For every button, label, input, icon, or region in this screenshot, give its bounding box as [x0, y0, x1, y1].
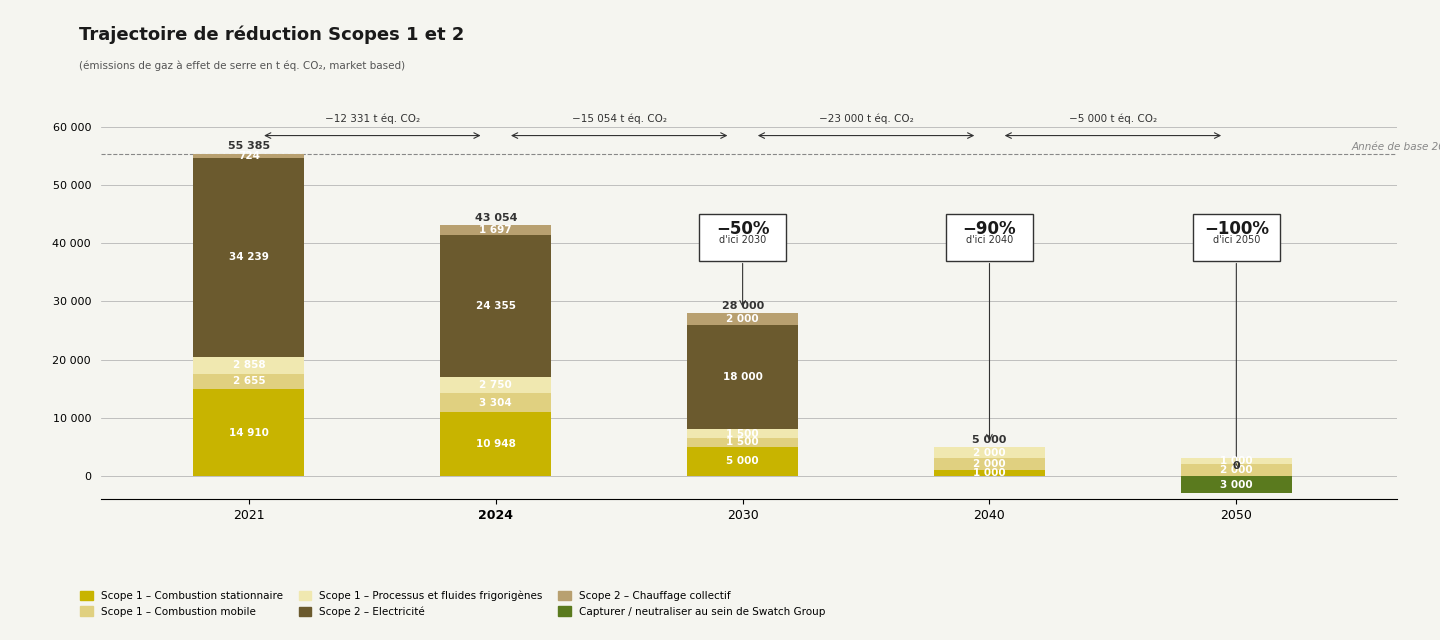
Text: 10 948: 10 948 [475, 439, 516, 449]
Text: −15 054 t éq. CO₂: −15 054 t éq. CO₂ [572, 113, 667, 124]
Bar [687, 313, 798, 324]
Text: 5 000: 5 000 [726, 456, 759, 467]
Text: 2 750: 2 750 [480, 380, 513, 390]
Text: 1 500: 1 500 [726, 438, 759, 447]
Bar [1181, 464, 1292, 476]
FancyBboxPatch shape [700, 214, 786, 260]
Text: 28 000: 28 000 [721, 301, 763, 310]
Bar [1181, 476, 1292, 493]
Text: 3 000: 3 000 [1220, 479, 1253, 490]
Text: 2 000: 2 000 [726, 314, 759, 324]
FancyBboxPatch shape [1194, 214, 1280, 260]
Bar [687, 429, 798, 438]
Text: −12 331 t éq. CO₂: −12 331 t éq. CO₂ [325, 113, 420, 124]
Bar [935, 447, 1045, 458]
Text: 55 385: 55 385 [228, 141, 269, 151]
Text: 43 054: 43 054 [475, 213, 517, 223]
Bar [935, 470, 1045, 476]
Bar [935, 458, 1045, 470]
Bar [441, 412, 552, 476]
Text: Année de base 2021: Année de base 2021 [1351, 142, 1440, 152]
Text: d'ici 2040: d'ici 2040 [966, 236, 1014, 245]
Text: −50%: −50% [716, 220, 769, 237]
Text: 24 355: 24 355 [475, 301, 516, 311]
Text: d'ici 2050: d'ici 2050 [1212, 236, 1260, 245]
Bar [193, 357, 304, 374]
Text: 5 000: 5 000 [972, 435, 1007, 445]
FancyBboxPatch shape [946, 214, 1032, 260]
Bar [441, 377, 552, 393]
Bar [193, 374, 304, 389]
Bar [441, 393, 552, 412]
Text: 1 500: 1 500 [726, 429, 759, 439]
Legend: Scope 1 – Combustion stationnaire, Scope 1 – Combustion mobile, Scope 1 – Proces: Scope 1 – Combustion stationnaire, Scope… [81, 591, 825, 617]
Text: −100%: −100% [1204, 220, 1269, 237]
Text: 2 000: 2 000 [973, 447, 1005, 458]
Text: −23 000 t éq. CO₂: −23 000 t éq. CO₂ [819, 113, 913, 124]
Text: 724: 724 [238, 151, 259, 161]
Text: 2 000: 2 000 [1220, 465, 1253, 475]
Bar [193, 389, 304, 476]
Text: 2 000: 2 000 [973, 460, 1005, 469]
Text: 34 239: 34 239 [229, 253, 269, 262]
Text: 1 000: 1 000 [973, 468, 1005, 478]
Text: (émissions de gaz à effet de serre en t éq. CO₂, market based): (émissions de gaz à effet de serre en t … [79, 61, 405, 71]
Text: 0: 0 [1233, 461, 1240, 471]
Bar [441, 225, 552, 236]
Text: Trajectoire de réduction Scopes 1 et 2: Trajectoire de réduction Scopes 1 et 2 [79, 26, 465, 44]
Text: 1 000: 1 000 [1220, 456, 1253, 467]
Text: 2 655: 2 655 [233, 376, 265, 387]
Bar [1181, 458, 1292, 464]
Text: d'ici 2030: d'ici 2030 [719, 236, 766, 245]
Text: 2 858: 2 858 [233, 360, 265, 371]
Text: 14 910: 14 910 [229, 428, 269, 438]
Text: −5 000 t éq. CO₂: −5 000 t éq. CO₂ [1068, 113, 1156, 124]
Text: 3 304: 3 304 [480, 397, 513, 408]
Bar [193, 154, 304, 158]
Bar [687, 324, 798, 429]
Bar [193, 158, 304, 357]
Text: −90%: −90% [963, 220, 1017, 237]
Text: 1 697: 1 697 [480, 225, 513, 236]
Bar [687, 447, 798, 476]
Bar [687, 438, 798, 447]
Bar [441, 236, 552, 377]
Text: 18 000: 18 000 [723, 372, 763, 382]
